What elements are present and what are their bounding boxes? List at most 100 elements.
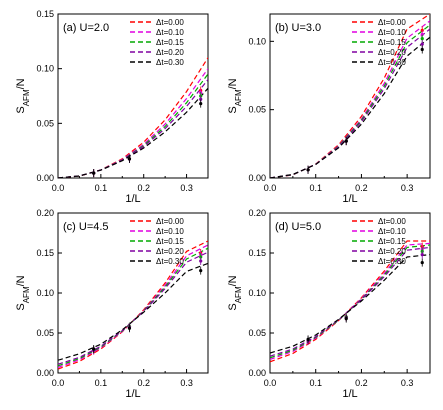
x-tick-label: 0.2: [137, 378, 150, 388]
y-axis-label: SAFM/N: [227, 78, 243, 113]
y-tick-label: 0.10: [248, 36, 266, 46]
data-marker: [420, 37, 424, 41]
y-axis-label-subscript: AFM: [22, 89, 31, 106]
x-tick-label: 0.1: [309, 183, 322, 193]
series-line-0: [270, 240, 430, 363]
data-marker: [344, 317, 348, 321]
data-marker: [92, 347, 96, 351]
y-axis-label-tail: /N: [227, 275, 239, 286]
x-tick-label: 0.0: [52, 183, 65, 193]
legend-label-0: Δt=0.00: [156, 217, 184, 226]
y-axis-label-subscript: AFM: [22, 286, 31, 303]
y-tick-label: 0.15: [36, 248, 54, 258]
chart-panel-3: 0.0 0.1 0.2 0.3 0.00 0.05 0.10 0.15 0.20 1/L SAFM/…: [227, 208, 431, 400]
data-marker: [420, 28, 424, 32]
chart-panel-1: 0.0 0.1 0.2 0.3 0.00 0.05 0.10 1/L SAFM/N (b) U=3…: [227, 13, 431, 205]
y-tick-label: 0.00: [248, 173, 266, 183]
data-marker: [344, 139, 348, 143]
y-tick-label: 0.00: [248, 368, 266, 378]
y-tick-label: 0.15: [248, 248, 266, 258]
legend-label-3: Δt=0.20: [378, 48, 406, 57]
y-tick-label: 0.05: [248, 105, 266, 115]
legend-label-1: Δt=0.10: [378, 227, 406, 236]
series-line-2: [270, 244, 430, 359]
x-tick-label: 0.1: [95, 183, 108, 193]
data-marker: [306, 337, 310, 341]
y-axis-label-subscript: AFM: [234, 286, 243, 303]
x-tick-label: 0.0: [52, 378, 65, 388]
legend-label-4: Δt=0.30: [156, 257, 184, 266]
series-line-0: [58, 57, 208, 178]
y-axis-label-tail: /N: [15, 78, 27, 89]
series-line-4: [58, 87, 208, 178]
legend-label-2: Δt=0.15: [378, 38, 406, 47]
y-axis-label-tail: /N: [15, 275, 27, 286]
x-tick-label: 0.2: [137, 183, 150, 193]
x-tick-label: 0.3: [401, 378, 414, 388]
data-marker: [420, 42, 424, 46]
legend-label-1: Δt=0.10: [156, 28, 184, 37]
series-line-1: [270, 242, 430, 360]
y-tick-label: 0.00: [36, 368, 54, 378]
legend-label-3: Δt=0.20: [378, 247, 406, 256]
y-tick-label: 0.10: [248, 288, 266, 298]
series-line-2: [58, 247, 208, 367]
series-line-3: [58, 251, 208, 365]
legend-label-4: Δt=0.30: [378, 58, 406, 67]
y-tick-label: 0.05: [36, 328, 54, 338]
x-tick-label: 0.3: [180, 378, 193, 388]
data-marker: [420, 32, 424, 37]
y-axis-label: SAFM/N: [227, 275, 243, 310]
legend-label-3: Δt=0.20: [156, 247, 184, 256]
y-tick-label: 0.10: [36, 64, 54, 74]
series-line-4: [58, 262, 208, 361]
legend-label-2: Δt=0.15: [156, 38, 184, 47]
legend-label-1: Δt=0.10: [156, 227, 184, 236]
x-axis-label: 1/L: [125, 388, 140, 400]
panel-title: (c) U=4.5: [63, 221, 109, 233]
legend-label-0: Δt=0.00: [156, 18, 184, 27]
chart-panel-2: 0.0 0.1 0.2 0.3 0.00 0.05 0.10 0.15 0.20 1/L SAFM/…: [15, 208, 209, 400]
plot-frame: [269, 13, 431, 179]
plot-frame: [57, 212, 209, 374]
series-line-1: [58, 244, 208, 368]
data-marker: [420, 253, 424, 257]
y-tick-label: 0.20: [36, 208, 54, 218]
series-line-4: [270, 36, 430, 178]
legend-label-2: Δt=0.15: [378, 237, 406, 246]
legend-label-0: Δt=0.00: [378, 18, 406, 27]
data-marker: [127, 157, 132, 161]
x-axis-label: 1/L: [342, 193, 357, 205]
data-marker: [420, 261, 424, 265]
data-marker: [199, 97, 203, 101]
x-tick-label: 0.0: [264, 378, 277, 388]
series-line-4: [270, 254, 430, 354]
x-tick-label: 0.1: [95, 378, 108, 388]
panel-title: (d) U=5.0: [275, 221, 321, 233]
data-marker: [420, 47, 424, 52]
y-tick-label: 0.20: [248, 208, 266, 218]
series-line-2: [58, 73, 208, 178]
y-axis-label-main: S: [227, 303, 239, 310]
y-axis-label-main: S: [227, 106, 239, 113]
chart-panel-0: 0.0 0.1 0.2 0.3 0.00 0.05 0.10 0.15 1/L SAFM/N (a)…: [15, 9, 209, 205]
series-line-1: [58, 68, 208, 178]
panel-title: (b) U=3.0: [275, 22, 321, 34]
series-line-3: [270, 28, 430, 178]
y-tick-label: 0.10: [36, 288, 54, 298]
series-line-2: [270, 24, 430, 178]
x-tick-label: 0.2: [355, 378, 368, 388]
legend-label-3: Δt=0.20: [156, 48, 184, 57]
y-tick-label: 0.15: [36, 9, 54, 19]
series-line-0: [270, 14, 430, 178]
x-tick-label: 0.3: [180, 183, 193, 193]
y-axis-label: SAFM/N: [15, 275, 31, 310]
data-marker: [127, 326, 132, 330]
data-marker: [199, 102, 203, 106]
y-tick-label: 0.05: [36, 118, 54, 128]
y-axis-label-tail: /N: [227, 78, 239, 89]
x-tick-label: 0.0: [264, 183, 277, 193]
data-marker: [92, 171, 96, 175]
legend-label-4: Δt=0.30: [156, 58, 184, 67]
